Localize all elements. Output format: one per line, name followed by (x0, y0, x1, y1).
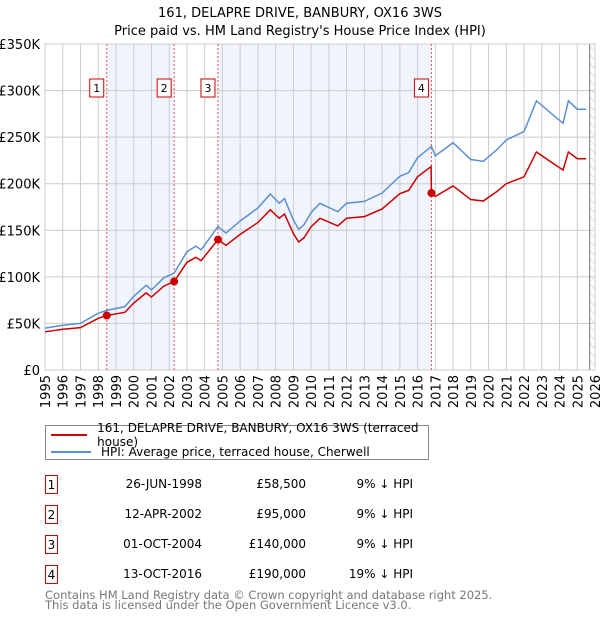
sale-date: 13-OCT-2016 (123, 567, 202, 581)
sale-price: £190,000 (248, 567, 306, 581)
sale-marker-label: 3 (204, 82, 211, 95)
y-tick-label: £200K (0, 178, 40, 193)
sale-number-badge: 4 (45, 565, 58, 584)
sale-marker-box (89, 78, 105, 98)
y-tick-label: £350K (0, 38, 40, 53)
sale-marker-box (413, 78, 429, 98)
x-tick-label: 2015 (394, 375, 409, 408)
sale-number-badge: 3 (45, 535, 58, 554)
x-tick-label: 2026 (589, 375, 600, 408)
x-tick-label: 2002 (163, 375, 178, 408)
legend-item-hpi: HPI: Average price, terraced house, Cher… (46, 444, 370, 460)
sale-marker-box (156, 78, 172, 98)
sale-point (213, 235, 222, 244)
sale-hpi-diff: 19% ↓ HPI (348, 567, 413, 581)
sale-row: 4 13-OCT-2016 £190,000 19% ↓ HPI (45, 565, 413, 585)
sale-point (170, 277, 179, 286)
legend-label: HPI: Average price, terraced house, Cher… (101, 445, 370, 459)
x-tick-label: 2013 (358, 375, 373, 408)
ownership-band (217, 44, 432, 370)
x-tick-label: 2024 (554, 375, 569, 408)
x-tick-label: 2022 (518, 375, 533, 408)
y-tick-label: £250K (0, 131, 40, 146)
plot-border (44, 43, 596, 371)
x-tick-label: 1998 (92, 375, 107, 408)
x-tick-label: 2012 (341, 375, 356, 408)
chart-title: 161, DELAPRE DRIVE, BANBURY, OX16 3WS (158, 6, 442, 21)
sale-marker-label: 1 (93, 82, 100, 95)
x-tick-label: 2021 (500, 375, 515, 408)
x-tick-label: 2008 (270, 375, 285, 408)
y-tick-label: £50K (7, 317, 41, 332)
x-tick-label: 2005 (216, 375, 231, 408)
x-tick-label: 2001 (145, 375, 160, 408)
sale-date: 01-OCT-2004 (123, 537, 202, 551)
y-tick-label: £100K (0, 271, 40, 286)
sale-price: £58,500 (256, 477, 306, 491)
footer-copyright: Contains HM Land Registry data © Crown c… (45, 588, 493, 602)
legend-label: 161, DELAPRE DRIVE, BANBURY, OX16 3WS (t… (97, 421, 419, 449)
x-tick-label: 2014 (376, 375, 391, 408)
legend-swatch-red (51, 434, 88, 436)
x-tick-label: 1995 (39, 375, 54, 408)
x-tick-label: 2004 (199, 375, 214, 408)
hpi-line (44, 99, 587, 329)
footer: Contains HM Land Registry data © Crown c… (45, 588, 493, 612)
x-tick-label: 2018 (447, 375, 462, 408)
sale-row: 1 26-JUN-1998 £58,500 9% ↓ HPI (45, 475, 413, 495)
sale-price: £140,000 (248, 537, 306, 551)
y-tick-label: £0 (23, 364, 40, 379)
property-price-line (44, 150, 587, 333)
sale-row: 2 12-APR-2002 £95,000 9% ↓ HPI (45, 505, 413, 525)
legend-item-property: 161, DELAPRE DRIVE, BANBURY, OX16 3WS (t… (46, 421, 428, 449)
sale-row: 3 01-OCT-2004 £140,000 9% ↓ HPI (45, 535, 413, 555)
y-tick-label: £150K (0, 224, 40, 239)
sale-marker-label: 2 (161, 82, 168, 95)
legend: 161, DELAPRE DRIVE, BANBURY, OX16 3WS (t… (45, 421, 429, 460)
sale-marker-box (200, 78, 216, 98)
ownership-band (106, 44, 175, 370)
x-tick-label: 2007 (252, 375, 267, 408)
sale-hpi-diff: 9% ↓ HPI (356, 507, 413, 521)
x-tick-label: 2009 (287, 375, 302, 408)
sale-marker-label: 4 (418, 82, 425, 95)
x-tick-label: 2000 (128, 375, 143, 408)
sale-hpi-diff: 9% ↓ HPI (356, 537, 413, 551)
x-tick-label: 2003 (181, 375, 196, 408)
price-chart: 161, DELAPRE DRIVE, BANBURY, OX16 3WS Pr… (0, 6, 600, 408)
x-tick-label: 2019 (465, 375, 480, 408)
y-tick-label: £300K (0, 85, 40, 100)
x-tick-label: 2006 (234, 375, 249, 408)
sale-price: £95,000 (256, 507, 306, 521)
x-tick-label: 2025 (571, 375, 586, 408)
sale-hpi-diff: 9% ↓ HPI (356, 477, 413, 491)
x-tick-label: 1999 (110, 375, 125, 408)
x-tick-label: 2011 (323, 375, 338, 408)
sale-number-badge: 1 (45, 475, 58, 494)
sale-date: 26-JUN-1998 (125, 477, 202, 491)
x-tick-label: 2017 (429, 375, 444, 408)
x-tick-label: 2023 (536, 375, 551, 408)
sale-point (102, 311, 111, 320)
legend-swatch-blue (51, 451, 91, 453)
forecast-hatch (589, 44, 595, 370)
footer-licence: This data is licensed under the Open Gov… (45, 598, 412, 612)
x-tick-label: 2010 (305, 375, 320, 408)
x-tick-label: 1997 (74, 375, 89, 408)
x-tick-label: 2020 (483, 375, 498, 408)
x-tick-label: 2016 (412, 375, 427, 408)
x-tick-label: 1996 (57, 375, 72, 408)
chart-subtitle: Price paid vs. HM Land Registry's House … (114, 24, 486, 39)
sale-number-badge: 2 (45, 505, 58, 524)
sale-point (427, 189, 436, 198)
sale-date: 12-APR-2002 (124, 507, 202, 521)
